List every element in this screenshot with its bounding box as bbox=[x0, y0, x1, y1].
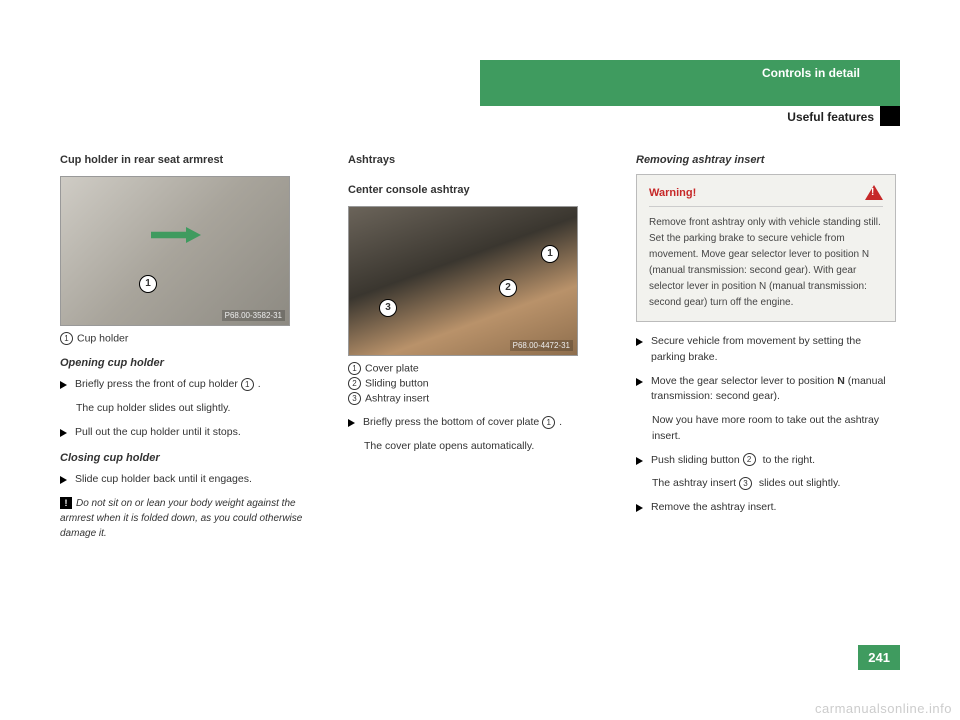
column-3: Removing ashtray insert Warning! Remove … bbox=[636, 154, 896, 541]
triangle-bullet-icon bbox=[60, 476, 67, 484]
caution-note: !Do not sit on or lean your body weight … bbox=[60, 496, 320, 541]
bullet-open-2: Pull out the cup holder until it stops. bbox=[60, 425, 320, 441]
c3-b2-follow: Now you have more room to take out the a… bbox=[652, 413, 896, 445]
watermark: carmanualsonline.info bbox=[815, 701, 952, 716]
triangle-bullet-icon bbox=[636, 457, 643, 465]
content-columns: Cup holder in rear seat armrest 1 P68.00… bbox=[60, 154, 900, 541]
caption-c2-2: 2Sliding button bbox=[348, 377, 608, 390]
warning-box: Warning! Remove front ashtray only with … bbox=[636, 174, 896, 322]
bullet-open-1-text: Briefly press the front of cup holder 1. bbox=[75, 377, 261, 393]
triangle-bullet-icon bbox=[60, 429, 67, 437]
bullet-c3-2: Move the gear selector lever to position… bbox=[636, 374, 896, 406]
ref-circle-inline: 1 bbox=[241, 378, 254, 391]
warning-body: Remove front ashtray only with vehicle s… bbox=[649, 215, 883, 311]
c2-follow: The cover plate opens automatically. bbox=[364, 439, 608, 455]
chapter-title: Controls in detail bbox=[762, 66, 860, 80]
callout-1: 1 bbox=[139, 275, 157, 293]
page-number: 241 bbox=[858, 645, 900, 670]
ashtrays-title: Ashtrays bbox=[348, 154, 608, 166]
triangle-bullet-icon bbox=[636, 504, 643, 512]
caption-1: 1 Cup holder bbox=[60, 332, 320, 345]
bullet-c3-3-text: Push sliding button 2 to the right. bbox=[651, 453, 815, 469]
callout-1: 1 bbox=[541, 245, 559, 263]
triangle-bullet-icon bbox=[348, 419, 355, 427]
triangle-bullet-icon bbox=[636, 338, 643, 346]
bullet-c3-1: Secure vehicle from movement by setting … bbox=[636, 334, 896, 366]
closing-title: Closing cup holder bbox=[60, 452, 320, 464]
open-follow: The cup holder slides out slightly. bbox=[76, 401, 320, 417]
column-2: Ashtrays Center console ashtray 1 2 3 P6… bbox=[348, 154, 608, 541]
caution-icon: ! bbox=[60, 497, 72, 509]
bullet-open-2-text: Pull out the cup holder until it stops. bbox=[75, 425, 241, 441]
bullet-c2-1: Briefly press the bottom of cover plate … bbox=[348, 415, 608, 431]
center-ashtray-title: Center console ashtray bbox=[348, 184, 608, 196]
bullet-c3-1-text: Secure vehicle from movement by setting … bbox=[651, 334, 896, 366]
bullet-close-1: Slide cup holder back until it engages. bbox=[60, 472, 320, 488]
bullet-close-1-text: Slide cup holder back until it engages. bbox=[75, 472, 252, 488]
figure-ashtray: 1 2 3 P68.00-4472-31 bbox=[348, 206, 578, 356]
green-arrow-icon bbox=[151, 227, 201, 243]
callout-3: 3 bbox=[379, 299, 397, 317]
header-marker bbox=[880, 106, 900, 126]
removing-title: Removing ashtray insert bbox=[636, 154, 896, 166]
bullet-c3-2-text: Move the gear selector lever to position… bbox=[651, 374, 896, 406]
c3-b3-follow: The ashtray insert 3 slides out slightly… bbox=[652, 476, 896, 492]
bullet-c3-3: Push sliding button 2 to the right. bbox=[636, 453, 896, 469]
bullet-open-1: Briefly press the front of cup holder 1. bbox=[60, 377, 320, 393]
triangle-bullet-icon bbox=[636, 378, 643, 386]
figure-ref: P68.00-3582-31 bbox=[222, 310, 285, 321]
figure-ref: P68.00-4472-31 bbox=[510, 340, 573, 351]
manual-page: Controls in detail Useful features Cup h… bbox=[60, 60, 900, 680]
caption-1-text: Cup holder bbox=[77, 332, 128, 344]
opening-title: Opening cup holder bbox=[60, 357, 320, 369]
triangle-bullet-icon bbox=[60, 381, 67, 389]
ref-circle-1: 1 bbox=[60, 332, 73, 345]
bullet-c3-4-text: Remove the ashtray insert. bbox=[651, 500, 776, 516]
callout-2: 2 bbox=[499, 279, 517, 297]
bullet-c3-4: Remove the ashtray insert. bbox=[636, 500, 896, 516]
note-text: Do not sit on or lean your body weight a… bbox=[60, 498, 302, 539]
warning-header: Warning! bbox=[649, 185, 883, 207]
column-1: Cup holder in rear seat armrest 1 P68.00… bbox=[60, 154, 320, 541]
caption-c2-3: 3Ashtray insert bbox=[348, 392, 608, 405]
bullet-c2-1-text: Briefly press the bottom of cover plate … bbox=[363, 415, 562, 431]
warning-label: Warning! bbox=[649, 187, 696, 199]
caption-c2-1: 1Cover plate bbox=[348, 362, 608, 375]
section-title: Useful features bbox=[787, 110, 874, 124]
chapter-band: Controls in detail bbox=[480, 60, 900, 106]
warning-triangle-icon bbox=[865, 185, 883, 200]
figure-cup-holder: 1 P68.00-3582-31 bbox=[60, 176, 290, 326]
cup-holder-title: Cup holder in rear seat armrest bbox=[60, 154, 320, 166]
gear-n: N bbox=[837, 375, 845, 387]
